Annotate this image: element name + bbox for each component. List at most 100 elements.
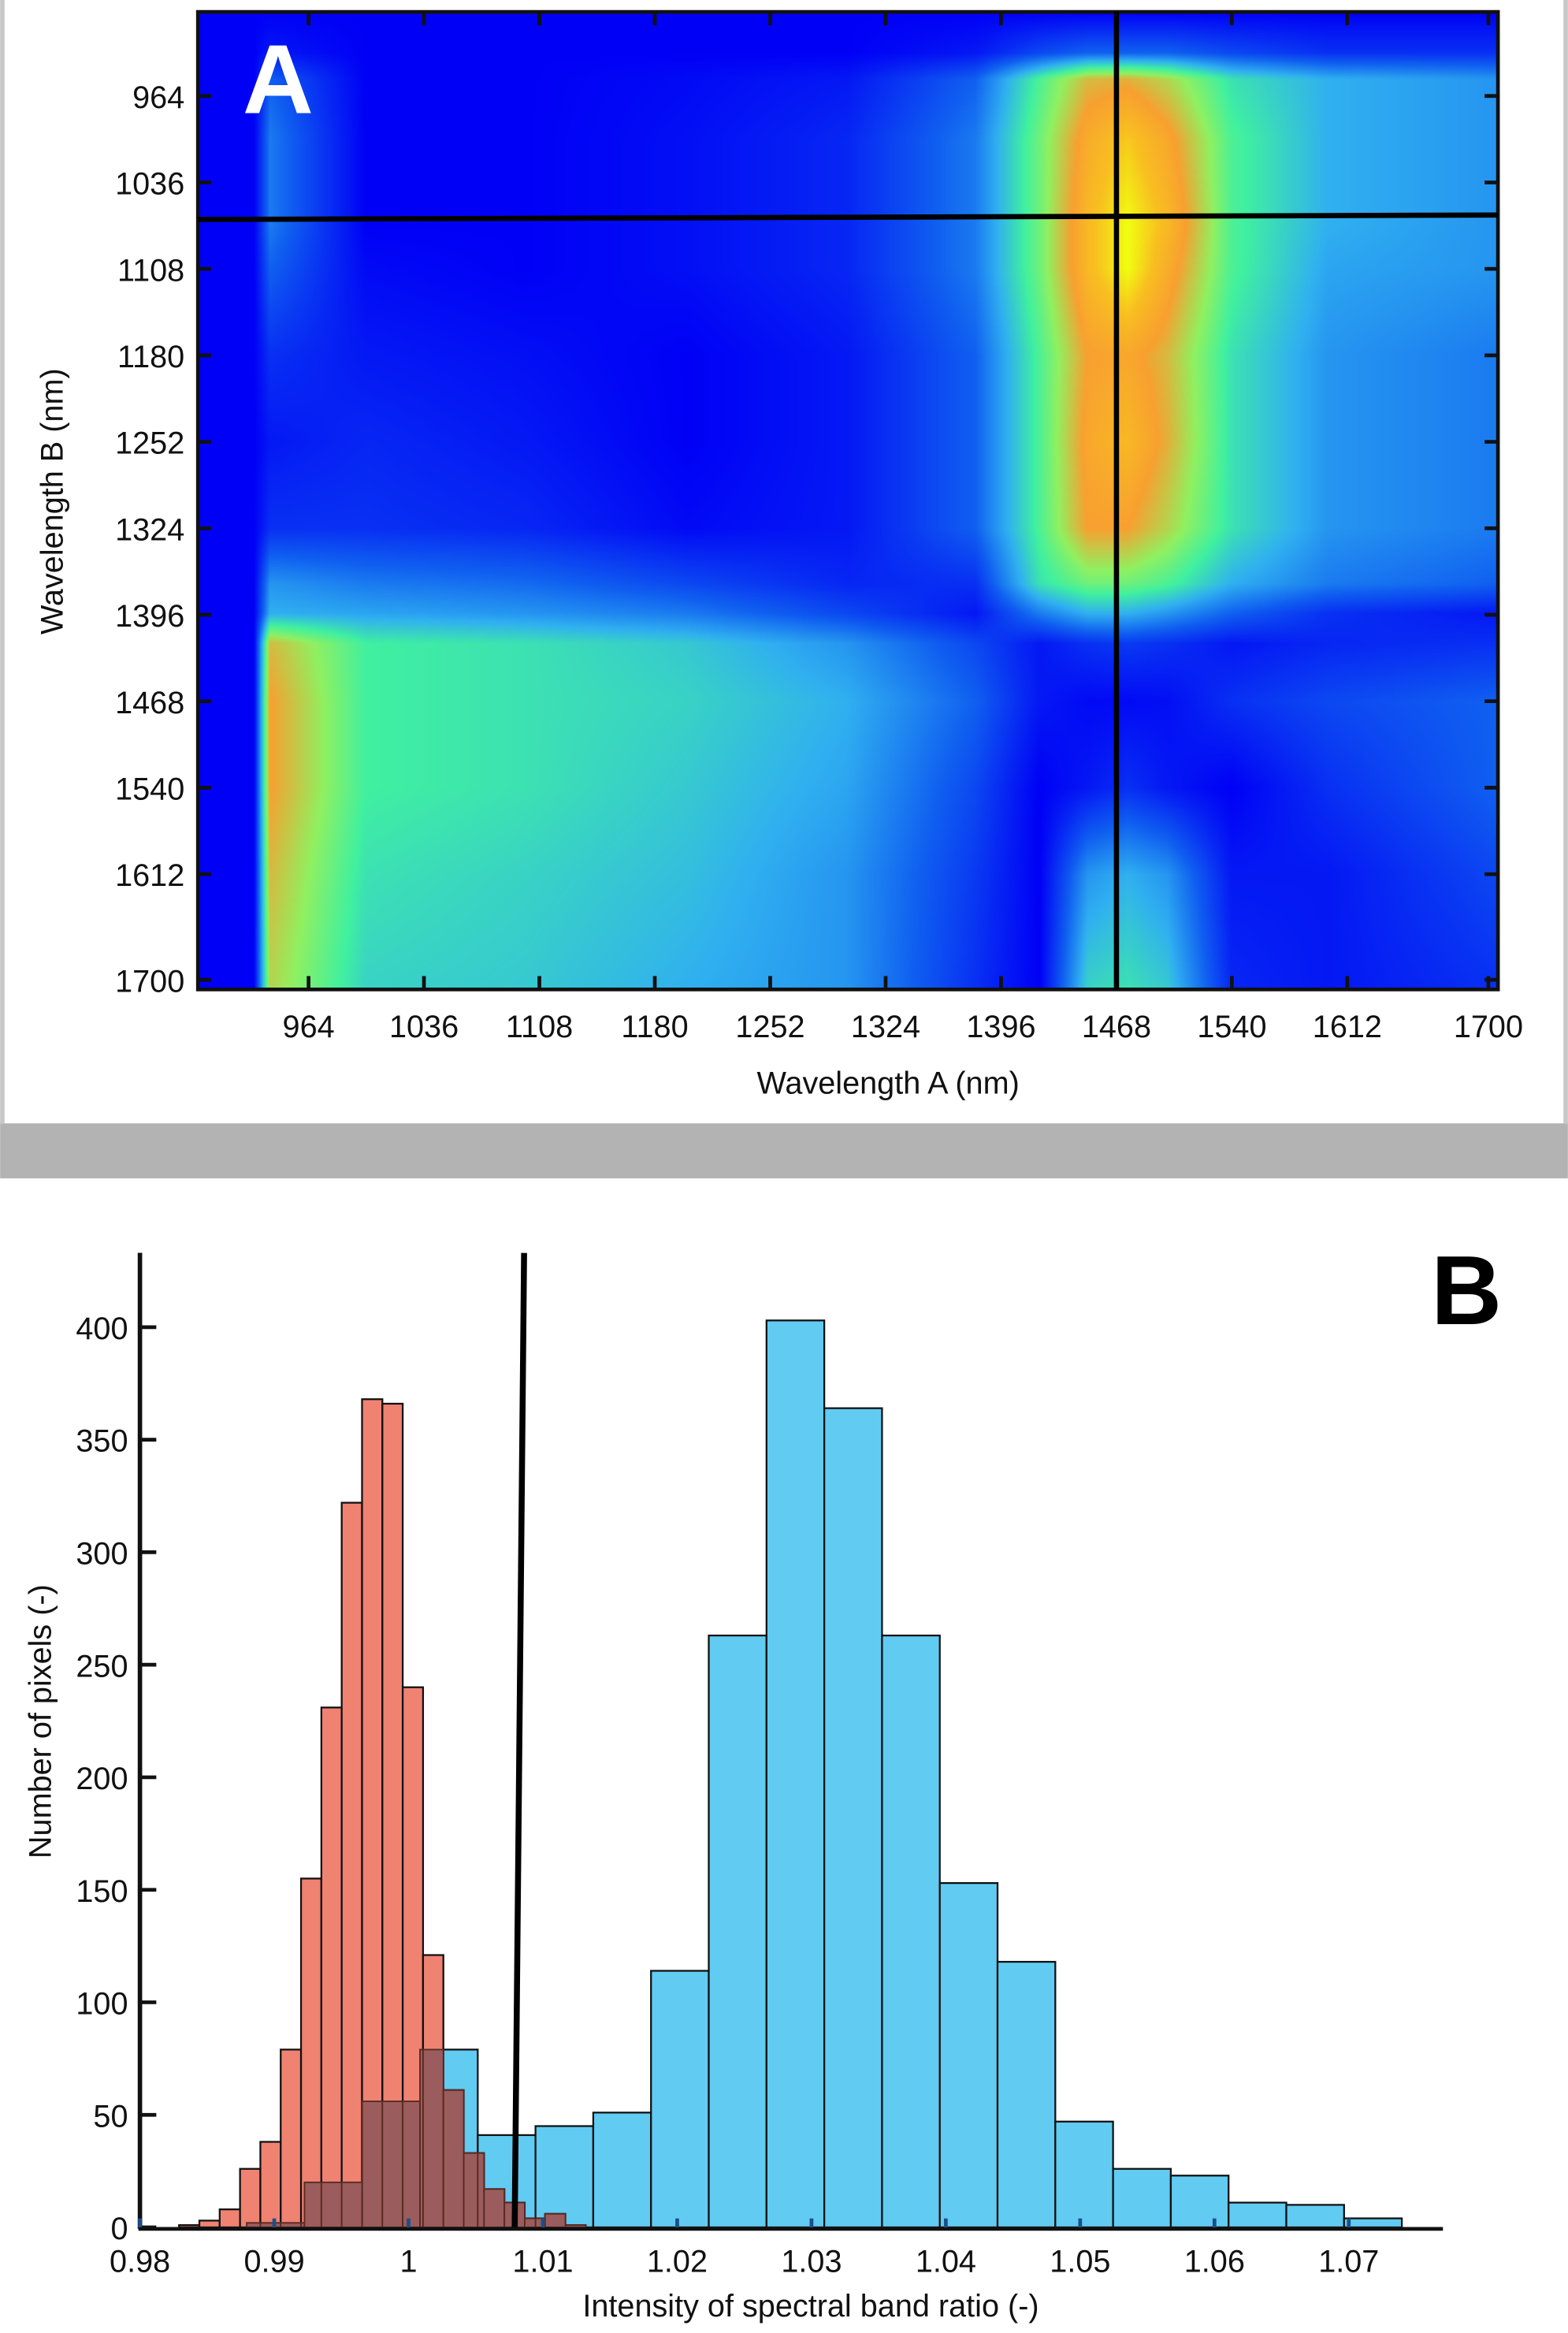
x-tick-label: 0.99 xyxy=(244,2245,305,2279)
x-tick-label: 1.03 xyxy=(781,2245,842,2279)
overlap-histogram-bar xyxy=(246,2222,262,2228)
histogram-y-axis-label: Number of pixels (-) xyxy=(23,1584,58,1859)
overlap-histogram-bar xyxy=(320,2181,343,2228)
x-tick-label: 964 xyxy=(283,1010,335,1044)
overlap-histogram-bar xyxy=(477,2152,485,2228)
y-tick-label: 400 xyxy=(76,1312,128,1346)
panel-a-right-border xyxy=(1563,0,1568,1124)
blue-histogram-bar xyxy=(1169,2175,1230,2229)
overlap-histogram-bar xyxy=(422,2048,444,2228)
x-tick-label: 1180 xyxy=(621,1010,688,1044)
crosshair-horizontal xyxy=(198,212,1499,222)
blue-histogram-bar xyxy=(708,1634,767,2229)
overlap-histogram-bar xyxy=(361,2100,384,2228)
threshold-line xyxy=(511,1252,527,2228)
x-tick-label: 1.07 xyxy=(1318,2245,1379,2279)
blue-histogram-bar xyxy=(823,1407,883,2229)
red-histogram-bar xyxy=(320,1706,343,2229)
x-tick-label: 1.02 xyxy=(647,2245,708,2279)
red-histogram-bar xyxy=(280,2048,303,2229)
x-tick-label: 1324 xyxy=(851,1010,920,1044)
y-tick-label: 1700 xyxy=(115,964,184,999)
overlap-histogram-bar xyxy=(402,2100,421,2228)
overlap-histogram-bar xyxy=(442,2089,465,2228)
overlap-histogram-bar xyxy=(381,2100,404,2228)
red-histogram-bar xyxy=(381,1402,404,2229)
x-tick-label: 1 xyxy=(400,2245,418,2279)
x-tick-label: 1108 xyxy=(506,1010,573,1044)
y-tick-label: 350 xyxy=(76,1424,128,1459)
y-tick-label: 150 xyxy=(76,1874,128,1909)
panel-b: 0 50 100 150 200 250 300 350 400 0.98 0.99 1 1.01 1.0… xyxy=(23,1236,1502,2324)
x-tick-label: 1.01 xyxy=(512,2245,573,2279)
blue-histogram-bar xyxy=(938,1881,999,2229)
x-tick-label: 1612 xyxy=(1313,1010,1382,1044)
red-histogram-bar xyxy=(340,1501,363,2229)
y-tick-label: 1324 xyxy=(115,512,184,547)
y-tick-label: 1036 xyxy=(115,167,184,202)
y-tick-label: 1180 xyxy=(117,340,184,374)
overlap-histogram-bar xyxy=(340,2181,363,2228)
y-tick-label: 0 xyxy=(110,2212,128,2246)
blue-histogram-bar xyxy=(1343,2217,1403,2229)
x-tick-label: 1.05 xyxy=(1050,2245,1110,2279)
x-tick-label: 1700 xyxy=(1454,1010,1523,1044)
panel-a-left-border xyxy=(0,0,5,1124)
panel-separator xyxy=(0,1123,1568,1179)
y-tick-label: 1252 xyxy=(115,426,184,461)
heatmap-frame xyxy=(195,9,1500,992)
red-histogram-bar xyxy=(259,2141,282,2229)
heatmap-image xyxy=(198,12,1499,990)
overlap-histogram-bar xyxy=(524,2217,537,2228)
y-tick-label: 250 xyxy=(76,1649,128,1684)
histogram-bars xyxy=(178,1319,1403,2229)
x-tick-label: 1036 xyxy=(389,1010,459,1044)
panel-label-b: B xyxy=(1431,1236,1502,1345)
overlap-histogram-bar xyxy=(483,2188,506,2228)
blue-histogram-bar xyxy=(1228,2201,1287,2229)
x-tick-label: 1252 xyxy=(735,1010,804,1044)
red-histogram-bar xyxy=(299,1877,322,2229)
x-tick-label: 1540 xyxy=(1197,1010,1266,1044)
overlap-histogram-bar xyxy=(544,2212,567,2228)
heatmap-ticks: 964 1036 1108 1180 1252 1324 1396 1468 1540 1612 1… xyxy=(115,12,1523,1044)
y-tick-label: 964 xyxy=(132,80,184,115)
x-tick-label: 1468 xyxy=(1082,1010,1151,1044)
red-histogram-bar xyxy=(218,2208,241,2229)
y-tick-label: 1612 xyxy=(115,858,184,893)
blue-histogram-bar xyxy=(1285,2204,1345,2229)
blue-histogram-bar xyxy=(650,1970,710,2229)
overlap-histogram-bar xyxy=(463,2152,479,2228)
panel-label-a: A xyxy=(243,24,314,134)
heatmap-x-axis-label: Wavelength A (nm) xyxy=(756,1066,1019,1101)
y-tick-label: 1540 xyxy=(115,772,184,806)
x-tick-label: 1.06 xyxy=(1184,2245,1245,2279)
red-histogram-bar xyxy=(198,2220,221,2229)
overlap-histogram-bar xyxy=(280,2222,303,2228)
blue-histogram-bar xyxy=(1054,2120,1114,2229)
y-tick-label: 300 xyxy=(76,1537,128,1572)
overlap-histogram-bar xyxy=(259,2222,282,2228)
y-tick-label: 200 xyxy=(76,1762,128,1796)
blue-histogram-bar xyxy=(592,2112,652,2229)
red-histogram-bar xyxy=(239,2167,262,2229)
x-tick-label: 1396 xyxy=(966,1010,1035,1044)
blue-histogram-bar xyxy=(765,1319,826,2229)
blue-histogram-bar xyxy=(996,1960,1057,2229)
x-tick-label: 1.04 xyxy=(916,2245,976,2279)
blue-histogram-bar xyxy=(1112,2167,1172,2229)
histogram-x-axis-label: Intensity of spectral band ratio (-) xyxy=(582,2289,1039,2324)
y-tick-label: 1108 xyxy=(117,253,184,288)
panel-a: 964 1036 1108 1180 1252 1324 1396 1468 1540 1612 1… xyxy=(0,0,1568,1124)
y-tick-label: 50 xyxy=(93,2099,128,2134)
blue-histogram-bar xyxy=(881,1634,941,2229)
y-tick-label: 100 xyxy=(76,1987,128,2022)
overlap-histogram-bar xyxy=(303,2181,322,2228)
x-tick-label: 0.98 xyxy=(110,2245,170,2279)
y-tick-label: 1468 xyxy=(115,686,184,720)
histogram-ticks: 0 50 100 150 200 250 300 350 400 0.98 0.99 1 1.01 1.0… xyxy=(76,1312,1379,2279)
blue-histogram-bar xyxy=(534,2125,595,2229)
heatmap-y-axis-label: Wavelength B (nm) xyxy=(35,368,69,634)
y-tick-label: 1396 xyxy=(115,599,184,634)
